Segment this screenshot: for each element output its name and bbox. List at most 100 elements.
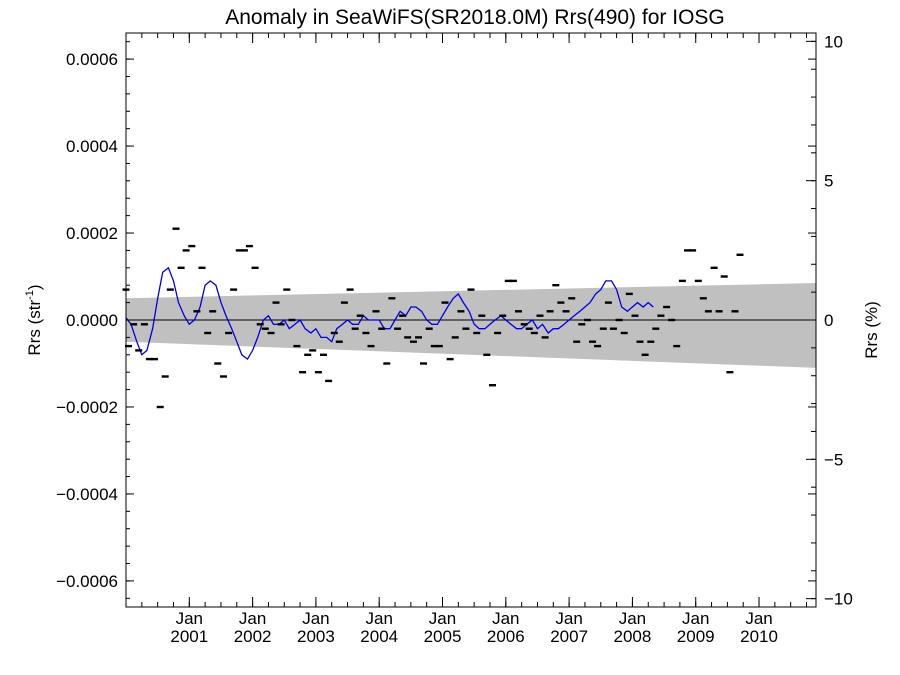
data-point (272, 301, 280, 304)
data-point (140, 323, 148, 326)
x-tick-month: Jan (176, 609, 203, 628)
data-point (204, 331, 212, 335)
data-point (182, 249, 190, 252)
data-point (720, 275, 728, 278)
data-point (489, 384, 496, 387)
y-tick-label: 0.0002 (66, 224, 118, 243)
data-point (214, 362, 222, 365)
data-point (457, 310, 465, 313)
data-point (699, 297, 707, 300)
data-point (209, 310, 217, 313)
data-point (367, 344, 375, 348)
data-point (520, 323, 528, 326)
data-point (230, 288, 238, 291)
data-point (356, 314, 364, 317)
data-point (473, 331, 481, 335)
data-point (145, 357, 153, 361)
data-point (615, 318, 623, 322)
data-points-layer (122, 227, 744, 409)
data-point (293, 344, 301, 348)
data-point (325, 379, 333, 383)
x-tick-year: 2010 (740, 627, 778, 646)
data-point (320, 353, 327, 356)
data-point (631, 314, 639, 317)
data-point (652, 327, 660, 330)
data-point (335, 340, 343, 343)
x-tick-year: 2008 (614, 627, 652, 646)
data-point (267, 331, 275, 335)
x-tick-year: 2001 (170, 627, 208, 646)
uncertainty-band (126, 283, 816, 368)
data-point (715, 310, 723, 313)
data-point (288, 318, 296, 322)
data-point (647, 340, 655, 343)
y2-tick-label: 10 (824, 32, 843, 51)
data-point (435, 344, 443, 348)
x-tick-month: Jan (682, 609, 709, 628)
data-point (225, 331, 233, 335)
data-point (541, 336, 549, 339)
data-point (314, 371, 322, 374)
x-tick-month: Jan (745, 609, 772, 628)
data-point (193, 310, 201, 313)
data-point (399, 314, 407, 317)
data-point (584, 318, 591, 322)
data-point (430, 344, 438, 348)
data-point (694, 279, 702, 283)
y-tick-label: −0.0002 (56, 398, 118, 417)
x-tick-year: 2003 (297, 627, 335, 646)
data-point (415, 336, 422, 339)
smoothed-series-line (125, 266, 654, 361)
data-point (462, 327, 470, 330)
data-point (177, 266, 185, 269)
x-tick-year: 2004 (360, 627, 398, 646)
data-point (557, 301, 565, 304)
data-point (568, 297, 576, 300)
y-tick-label: −0.0004 (56, 485, 118, 504)
data-point (446, 357, 454, 361)
x-tick-year: 2005 (424, 627, 462, 646)
x-tick-year: 2009 (677, 627, 715, 646)
axis-ticks-layer: 0.0006 0.0004 0.0002 0.0000 −0.0002 −0.0004 −0… (56, 32, 853, 646)
data-point (515, 310, 522, 313)
data-point (383, 362, 391, 365)
data-point (673, 344, 681, 348)
data-point (525, 327, 533, 330)
data-point (636, 340, 644, 343)
data-point (362, 331, 370, 335)
data-point (620, 331, 628, 335)
data-point (130, 323, 138, 326)
data-point (425, 327, 433, 330)
data-point (530, 331, 538, 335)
data-point (125, 344, 132, 348)
x-tick-month: Jan (366, 609, 393, 628)
x-tick-year: 2002 (234, 627, 272, 646)
chart-title: Anomaly in SeaWiFS(SR2018.0M) Rrs(490) f… (225, 6, 725, 29)
data-point (198, 266, 206, 269)
y2-tick-label: 5 (824, 172, 833, 191)
data-point (483, 353, 491, 356)
data-point (657, 314, 665, 317)
data-point (467, 288, 475, 291)
x-tick-month: Jan (302, 609, 329, 628)
data-point (726, 371, 734, 374)
y-tick-label: 0.0000 (66, 311, 118, 330)
data-point (188, 244, 196, 248)
data-point (304, 353, 312, 356)
y-tick-label: 0.0006 (66, 50, 118, 69)
data-point (689, 249, 697, 252)
data-point (256, 323, 264, 326)
y-tick-label: 0.0004 (66, 137, 118, 156)
data-point (245, 244, 253, 248)
x-tick-month: Jan (492, 609, 519, 628)
y2-tick-label: −5 (824, 450, 843, 469)
data-point (684, 249, 691, 252)
data-point (251, 266, 259, 269)
data-point (546, 310, 554, 313)
data-point (668, 318, 676, 322)
data-point (388, 297, 396, 300)
y-tick-label: −0.0006 (56, 572, 118, 591)
y-axis-label: Rrs (str-1) (24, 284, 44, 355)
x-tick-year: 2007 (550, 627, 588, 646)
data-point (277, 323, 285, 326)
